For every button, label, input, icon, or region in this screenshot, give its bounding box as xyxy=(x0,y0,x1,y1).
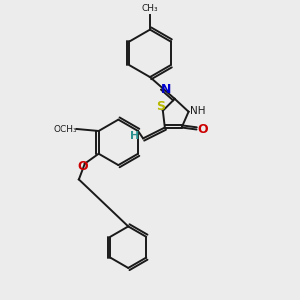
Text: OCH₃: OCH₃ xyxy=(53,124,77,134)
Text: CH₃: CH₃ xyxy=(142,4,158,13)
Text: O: O xyxy=(77,160,88,173)
Text: H: H xyxy=(130,131,139,141)
Text: NH: NH xyxy=(190,106,205,116)
Text: O: O xyxy=(197,123,208,136)
Text: S: S xyxy=(156,100,165,113)
Text: N: N xyxy=(161,83,172,96)
